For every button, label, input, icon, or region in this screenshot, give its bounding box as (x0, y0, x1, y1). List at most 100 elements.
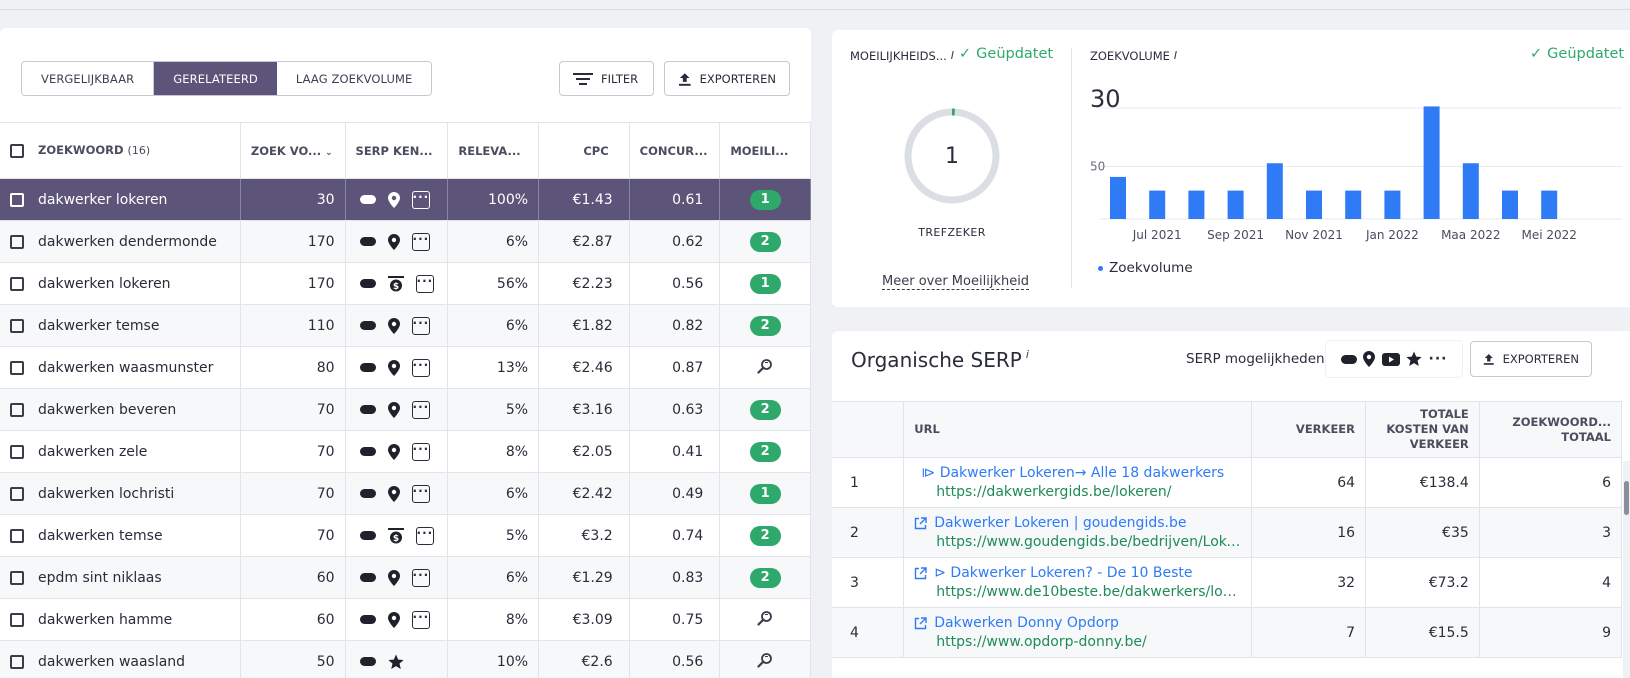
serp-keywords-total[interactable]: 4 (1479, 557, 1623, 608)
keyword-text[interactable]: dakwerken beveren (38, 401, 177, 418)
keyword-row[interactable]: dakwerker temse 110 6% €1.82 0.82 2 (0, 304, 811, 347)
keyword-text[interactable]: dakwerken hamme (38, 611, 173, 628)
info-icon[interactable]: i (950, 49, 955, 62)
column-competition[interactable]: CONCUR... (629, 122, 721, 179)
serp-result-title[interactable]: Dakwerken Donny Opdorp (914, 615, 1229, 631)
volume-bar[interactable] (1266, 163, 1283, 219)
keyword-row[interactable]: dakwerken temse 70 $ 5% €3.2 0.74 2 (0, 514, 811, 557)
volume-bar[interactable] (1110, 176, 1126, 219)
column-difficulty[interactable]: MOEILI... (719, 122, 811, 179)
serp-result-url[interactable]: https://dakwerkergids.be/lokeren/ (936, 484, 1172, 500)
tab-laag-zoekvolume[interactable]: LAAG ZOEKVOLUME (276, 62, 432, 95)
volume-bar[interactable] (1149, 190, 1166, 219)
row-checkbox[interactable] (10, 360, 24, 375)
more-icon[interactable] (411, 358, 430, 377)
row-checkbox[interactable] (10, 528, 24, 543)
column-keyword[interactable]: ZOEKWOORD (16) (0, 122, 241, 179)
keyword-row[interactable]: dakwerken lochristi 70 6% €2.42 0.49 1 (0, 472, 811, 515)
keyword-text[interactable]: dakwerken lokeren (38, 275, 171, 292)
tab-vergelijkbaar[interactable]: VERGELIJKBAAR (22, 62, 154, 95)
more-icon[interactable] (415, 526, 434, 545)
row-checkbox[interactable] (10, 234, 24, 249)
keyword-row[interactable]: dakwerker lokeren 30 100% €1.43 0.61 1 (0, 178, 811, 221)
filter-button[interactable]: FILTER (559, 61, 654, 96)
keyword-row[interactable]: epdm sint niklaas 60 6% €1.29 0.83 2 (0, 556, 811, 599)
keyword-row[interactable]: dakwerken lokeren 170 $ 56% €2.23 0.56 1 (0, 262, 811, 305)
select-all-checkbox[interactable] (10, 143, 24, 158)
serp-result-title[interactable]: Dakwerker Lokeren | goudengids.be (914, 515, 1229, 531)
volume-bar[interactable] (1462, 163, 1479, 219)
organic-export-button[interactable]: EXPORTEREN (1470, 341, 1592, 377)
serp-result-title[interactable]: ⊳ Dakwerker Lokeren? - De 10 Beste (914, 565, 1229, 581)
volume-bar[interactable] (1227, 190, 1244, 219)
column-cpc[interactable]: CPC (538, 122, 630, 179)
column-url[interactable]: URL (903, 401, 1253, 458)
more-icon[interactable] (411, 568, 430, 587)
row-checkbox[interactable] (10, 612, 24, 627)
row-checkbox[interactable] (10, 570, 24, 585)
keyword-text[interactable]: dakwerken waasland (38, 653, 186, 670)
column-volume[interactable]: ZOEK VO... ⌄ (240, 122, 346, 179)
keyword-row[interactable]: dakwerken beveren 70 5% €3.16 0.63 2 (0, 388, 811, 431)
volume-bar[interactable] (1345, 190, 1362, 219)
volume-bar[interactable] (1423, 106, 1440, 219)
volume-bar[interactable] (1306, 190, 1322, 219)
keyword-text[interactable]: dakwerker temse (38, 317, 160, 334)
keyword-text[interactable]: epdm sint niklaas (38, 569, 162, 586)
volume-bar[interactable] (1188, 190, 1205, 219)
scroll-thumb[interactable] (1624, 481, 1629, 515)
more-icon[interactable] (411, 442, 430, 461)
keyword-text[interactable]: dakwerken waasmunster (38, 359, 214, 376)
keyword-text[interactable]: dakwerken dendermonde (38, 233, 217, 250)
serp-keywords-total[interactable]: 6 (1479, 457, 1623, 508)
keyword-row[interactable]: dakwerken waasmunster 80 13% €2.46 0.87 (0, 346, 811, 389)
more-icon[interactable] (415, 274, 434, 293)
analyze-magnifier-icon[interactable] (757, 610, 773, 626)
row-checkbox[interactable] (10, 402, 24, 417)
column-serp-features[interactable]: SERP KEN... (345, 122, 449, 179)
volume-bar[interactable] (1541, 190, 1558, 219)
keyword-row[interactable]: dakwerken hamme 60 8% €3.09 0.75 (0, 598, 811, 641)
volume-bar[interactable] (1502, 190, 1518, 219)
analyze-magnifier-icon[interactable] (757, 358, 773, 374)
serp-result-url[interactable]: https://www.de10beste.be/dakwerkers/loke… (936, 584, 1242, 600)
tab-gerelateerd[interactable]: GERELATEERD (153, 62, 277, 95)
keyword-row[interactable]: dakwerken dendermonde 170 6% €2.87 0.62 … (0, 220, 811, 263)
external-link-icon[interactable] (914, 566, 927, 580)
more-icon[interactable] (411, 316, 430, 335)
external-link-icon[interactable] (914, 516, 927, 530)
analyze-magnifier-icon[interactable] (757, 652, 773, 668)
more-about-difficulty-link[interactable]: Meer over Moeilijkheid (882, 274, 1030, 290)
row-checkbox[interactable] (10, 444, 24, 459)
keyword-row[interactable]: dakwerken waasland 50 10% €2.6 0.56 (0, 640, 811, 678)
column-keywords-total[interactable]: ZOEKWOORD... TOTAAL (1479, 401, 1623, 458)
serp-keywords-total[interactable]: 9 (1479, 607, 1623, 658)
more-icon[interactable] (411, 190, 430, 209)
column-relevance[interactable]: RELEVA... (447, 122, 540, 179)
row-checkbox[interactable] (10, 654, 24, 669)
column-traffic-cost[interactable]: TOTALE KOSTEN VAN VERKEER (1365, 401, 1480, 458)
keyword-text[interactable]: dakwerken temse (38, 527, 163, 544)
info-icon[interactable]: i (1025, 348, 1029, 361)
serp-keywords-total[interactable]: 3 (1479, 507, 1623, 558)
more-icon[interactable]: ··· (1428, 351, 1448, 367)
keyword-row[interactable]: dakwerken zele 70 8% €2.05 0.41 2 (0, 430, 811, 473)
row-checkbox[interactable] (10, 192, 24, 207)
more-icon[interactable] (411, 232, 430, 251)
more-icon[interactable] (411, 610, 430, 629)
volume-bar[interactable] (1384, 190, 1401, 219)
keyword-text[interactable]: dakwerken zele (38, 443, 148, 460)
serp-result-url[interactable]: https://www.goudengids.be/bedrijven/Loke… (936, 534, 1242, 550)
organic-scrollbar[interactable] (1623, 461, 1630, 678)
export-button[interactable]: EXPORTEREN (664, 61, 790, 96)
more-icon[interactable] (411, 484, 430, 503)
more-icon[interactable] (411, 400, 430, 419)
row-checkbox[interactable] (10, 276, 24, 291)
column-traffic[interactable]: VERKEER (1251, 401, 1367, 458)
serp-result-url[interactable]: https://www.opdorp-donny.be/ (936, 634, 1147, 650)
keyword-text[interactable]: dakwerken lochristi (38, 485, 175, 502)
serp-result-title[interactable]: ⧐ Dakwerker Lokeren→ Alle 18 dakwerkers … (914, 465, 1229, 481)
external-link-icon[interactable] (914, 616, 927, 630)
keyword-text[interactable]: dakwerker lokeren (38, 191, 168, 208)
row-checkbox[interactable] (10, 318, 24, 333)
